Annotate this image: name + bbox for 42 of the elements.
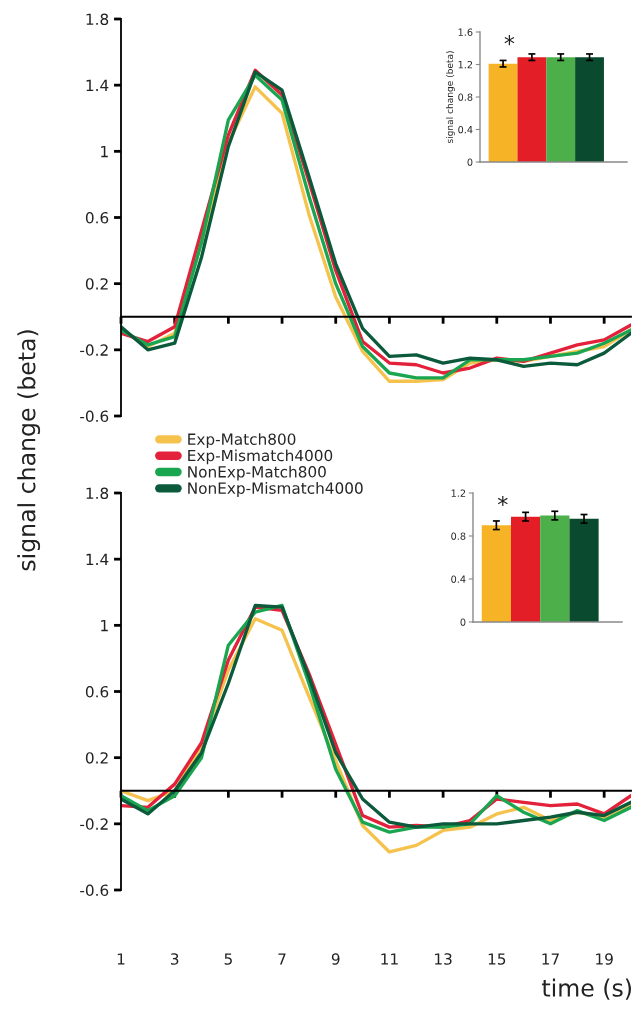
y-axis-title: signal change (beta) [446, 51, 455, 144]
y-tick-label: 0.8 [458, 93, 473, 101]
y-tick-label: 0.2 [85, 752, 108, 764]
x-tick-label: 7 [278, 953, 286, 965]
x-tick-label: 15 [488, 953, 506, 965]
y-tick-label: 0.6 [85, 685, 109, 698]
x-tick-label: 13 [435, 953, 452, 965]
x-tick-label: 1 [117, 953, 125, 965]
x-tick-label: 5 [224, 953, 232, 965]
legend-label: Exp-Mismatch4000 [188, 449, 333, 465]
y-tick-label: -0.2 [80, 818, 108, 830]
legend-label: NonExp-Match800 [188, 465, 326, 481]
y-tick-label: 1.4 [86, 553, 109, 565]
legend-label: NonExp-Mismatch4000 [188, 482, 363, 497]
y-tick-label: 1.8 [86, 487, 109, 500]
x-tick-label: 19 [596, 953, 613, 965]
legend-label: Exp-Match800 [188, 433, 296, 448]
x-tick-label: 9 [331, 953, 340, 965]
y-tick-label: 1.8 [86, 13, 109, 26]
y-tick-label: -0.6 [80, 410, 109, 423]
y-tick-label: 1.2 [451, 489, 466, 497]
y-tick-label: -0.2 [80, 344, 108, 356]
y-tick-label: 1.4 [86, 79, 109, 91]
x-axis-title: time (s) [542, 978, 631, 1000]
y-tick-label: 0.8 [451, 532, 466, 540]
y-axis-title: signal change (beta) [17, 330, 41, 571]
y-tick-label: -0.6 [80, 884, 109, 897]
y-tick-label: 0 [467, 158, 473, 166]
x-tick-label: 3 [170, 953, 179, 965]
y-tick-label: 1.6 [458, 28, 473, 36]
y-tick-label: 1 [101, 146, 108, 158]
annotation: * [504, 34, 515, 46]
x-tick-label: 11 [381, 953, 398, 965]
y-tick-label: 1.2 [458, 60, 473, 69]
y-tick-label: 0 [460, 618, 466, 626]
y-tick-label: 0.2 [85, 278, 108, 290]
y-tick-label: 1 [101, 620, 108, 632]
y-tick-label: 0.4 [458, 125, 473, 134]
annotation: * [497, 495, 508, 507]
x-tick-label: 17 [542, 953, 559, 965]
y-tick-label: 0.6 [85, 211, 109, 224]
y-tick-label: 0.4 [451, 575, 466, 583]
